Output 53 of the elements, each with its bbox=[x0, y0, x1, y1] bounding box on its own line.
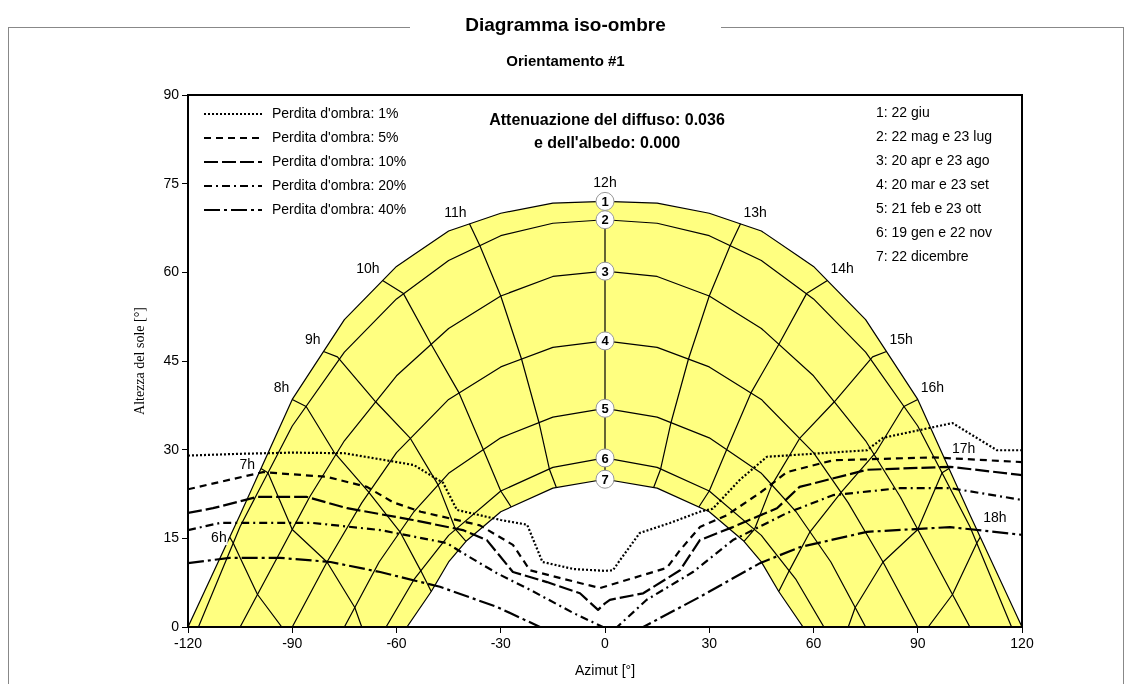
legend-label: Perdita d'ombra: 5% bbox=[272, 128, 399, 145]
x-tick-label: 0 bbox=[601, 635, 610, 652]
series-label: 2 bbox=[601, 212, 609, 228]
annotation: Attenuazione del diffuso: 0.036 e dell'albedo: 0.000 bbox=[489, 111, 725, 152]
y-tick-label: 45 bbox=[163, 351, 180, 368]
series-label: 9h bbox=[304, 331, 321, 348]
annotation: 5: 21 feb e 23 ott bbox=[876, 199, 982, 216]
legend-label: Perdita d'ombra: 10% bbox=[272, 152, 407, 169]
series-label: 16h bbox=[920, 379, 945, 396]
x-tick-label: -120 bbox=[173, 635, 203, 652]
y-tick-label: 30 bbox=[163, 440, 180, 457]
annotation: 4: 20 mar e 23 set bbox=[876, 175, 989, 192]
legend-label: Perdita d'ombra: 40% bbox=[272, 200, 407, 217]
annotation: 1: 22 giu bbox=[876, 103, 930, 120]
x-tick-label: 30 bbox=[701, 635, 718, 652]
series-label: 7h bbox=[239, 456, 255, 473]
series-label: 4 bbox=[601, 333, 610, 349]
series-label: 12h bbox=[593, 174, 617, 191]
series-label: 10h bbox=[356, 260, 380, 277]
y-tick-label: 75 bbox=[163, 174, 180, 191]
series-label: 13h bbox=[743, 203, 767, 220]
series-label: 11h bbox=[444, 203, 467, 220]
series-label: 18h bbox=[983, 509, 1007, 526]
chart-title: Diagramma iso-ombre bbox=[410, 14, 721, 35]
y-tick-label: 90 bbox=[163, 85, 180, 102]
series-label: 14h bbox=[830, 260, 854, 277]
annotation: 3: 20 apr e 23 ago bbox=[876, 151, 990, 168]
series-label: 8h bbox=[273, 379, 290, 396]
x-tick-label: -30 bbox=[490, 635, 512, 652]
y-tick-label: 0 bbox=[171, 617, 180, 634]
x-tick-label: -90 bbox=[282, 635, 303, 652]
y-tick-label: 15 bbox=[163, 529, 180, 546]
series-label: 5 bbox=[601, 400, 609, 416]
x-tick-label: -60 bbox=[386, 635, 407, 652]
series-label: 3 bbox=[601, 263, 609, 279]
series-label: 7 bbox=[601, 471, 609, 487]
legend-label: Perdita d'ombra: 20% bbox=[272, 176, 407, 193]
series-label: 1 bbox=[601, 193, 609, 209]
chart-subtitle: Orientamento #1 bbox=[505, 52, 626, 69]
x-tick-label: 90 bbox=[909, 635, 926, 652]
series-label: 15h bbox=[889, 331, 913, 348]
x-axis-title: Azimut [°] bbox=[574, 662, 636, 679]
legend-label: Perdita d'ombra: 1% bbox=[272, 104, 399, 121]
x-tick-label: 120 bbox=[1010, 635, 1034, 652]
x-tick-label: 60 bbox=[805, 635, 822, 652]
y-axis-title: Altezza del sole [°] bbox=[132, 307, 148, 415]
annotation: 2: 22 mag e 23 lug bbox=[876, 127, 992, 144]
y-tick-label: 60 bbox=[163, 263, 180, 280]
series-label: 6 bbox=[601, 450, 609, 466]
series-label: 6h bbox=[211, 529, 227, 546]
annotation: 6: 19 gen e 22 nov bbox=[876, 223, 992, 240]
series-label: 17h bbox=[952, 440, 976, 457]
annotation: 7: 22 dicembre bbox=[876, 247, 969, 264]
